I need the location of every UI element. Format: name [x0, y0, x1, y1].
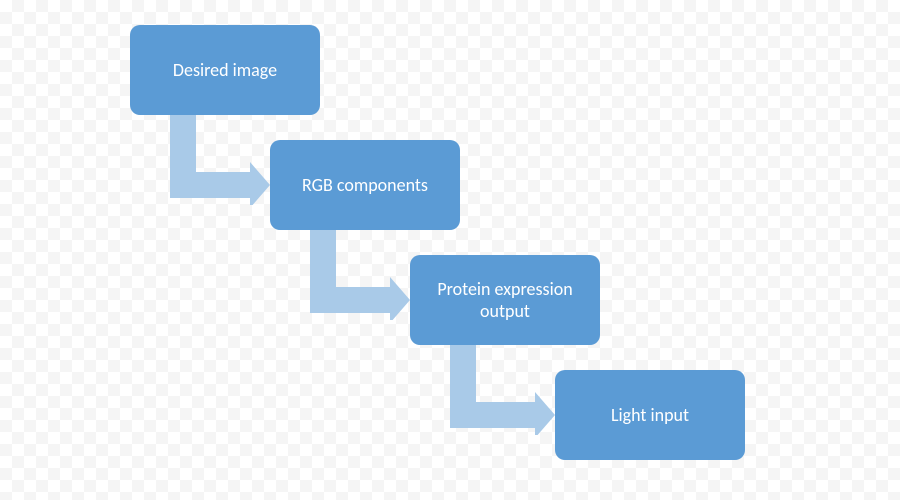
arrow-path [310, 230, 410, 320]
arrow-path [170, 115, 270, 205]
arrow-n1-n2 [170, 115, 270, 205]
arrow-n2-n3 [310, 230, 410, 320]
flow-node-label: RGB components [302, 174, 428, 197]
arrow-path [450, 345, 555, 435]
flow-node-label: Desired image [173, 59, 277, 82]
flow-node-rgb-components: RGB components [270, 140, 460, 230]
flow-node-light-input: Light input [555, 370, 745, 460]
flow-node-protein-expression-output: Protein expression output [410, 255, 600, 345]
flow-node-label: Light input [611, 404, 689, 427]
flow-node-label: Protein expression output [424, 278, 586, 323]
arrow-n3-n4 [450, 345, 555, 435]
flow-node-desired-image: Desired image [130, 25, 320, 115]
diagram-canvas: Desired image RGB components Protein exp… [0, 0, 900, 500]
